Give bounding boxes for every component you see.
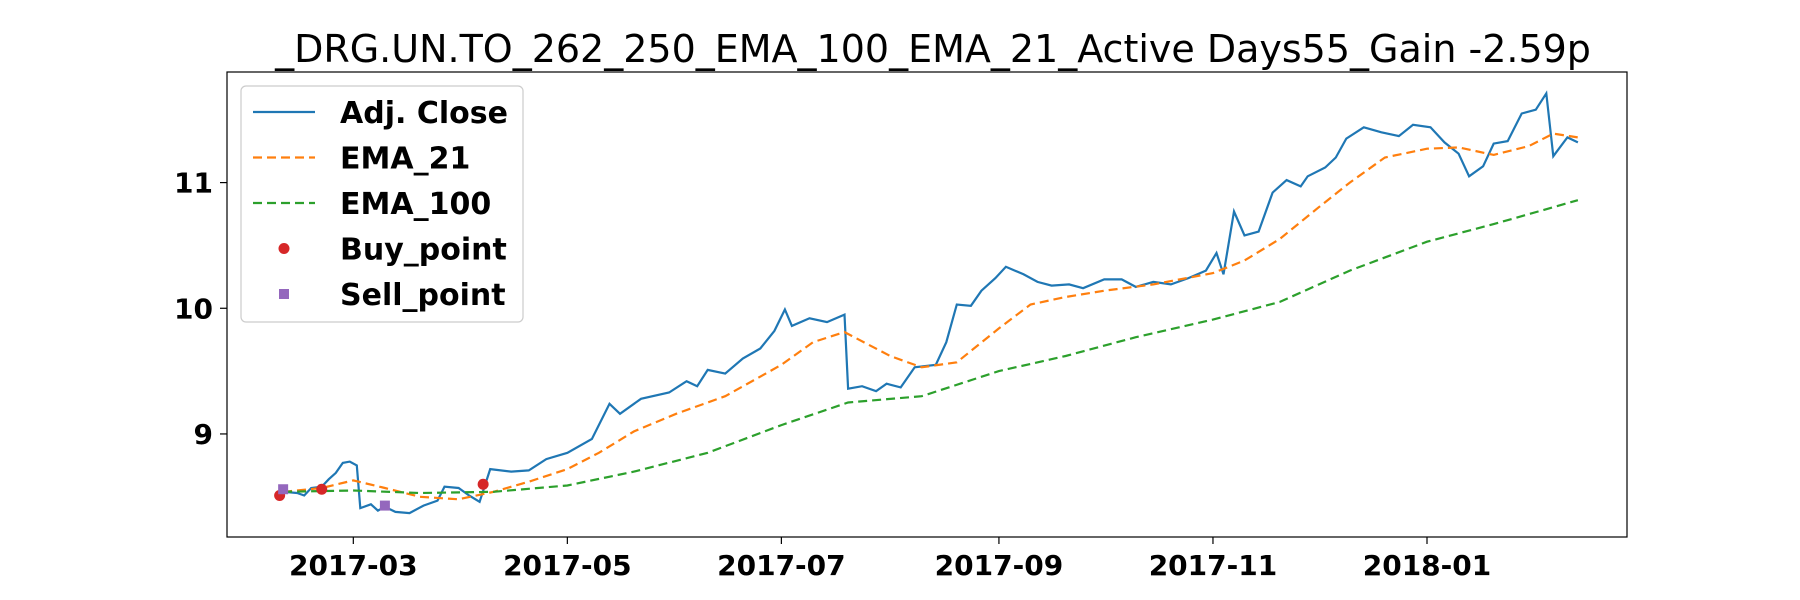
chart-title: _DRG.UN.TO_262_250_EMA_100_EMA_21_Active… [274,27,1591,71]
x-tick-label: 2018-01 [1363,549,1492,582]
legend-swatch-buy-point [278,243,290,254]
sell-point-marker [278,484,289,495]
legend-label-ema-100: EMA_100 [340,187,491,222]
x-tick-label: 2017-05 [503,549,632,582]
legend-swatch-sell-point [279,289,289,299]
legend: Adj. Close EMA_21 EMA_100 Buy_point Sell_poi… [240,85,524,323]
x-tick-label: 2017-09 [935,549,1064,582]
plot-series-group [282,90,1579,515]
legend-box [240,85,524,323]
y-tick-label: 9 [194,418,213,451]
y-axis: 9 10 11 [174,167,227,451]
x-tick-label: 2017-11 [1149,549,1278,582]
sell-point-marker [379,500,390,511]
x-tick-label: 2017-03 [289,549,418,582]
legend-label-sell-point: Sell_point [340,278,506,313]
series-line-ema-21 [282,132,1579,501]
buy-point-marker [316,483,328,495]
x-tick-label: 2017-07 [717,549,846,582]
series-line-ema-100 [283,199,1579,495]
plot-area [226,71,1628,538]
y-tick-label: 10 [174,292,213,325]
legend-label-buy-point: Buy_point [340,233,507,268]
x-axis: 2017-03 2017-05 2017-07 2017-09 2017-11 2018-… [289,537,1491,582]
plot-markers-group [274,478,489,511]
series-line-adj-close [283,90,1579,515]
y-tick-label: 11 [174,167,213,200]
buy-point-marker [477,478,489,490]
legend-label-ema-21: EMA_21 [340,142,470,177]
legend-label-adj-close: Adj. Close [340,96,508,131]
